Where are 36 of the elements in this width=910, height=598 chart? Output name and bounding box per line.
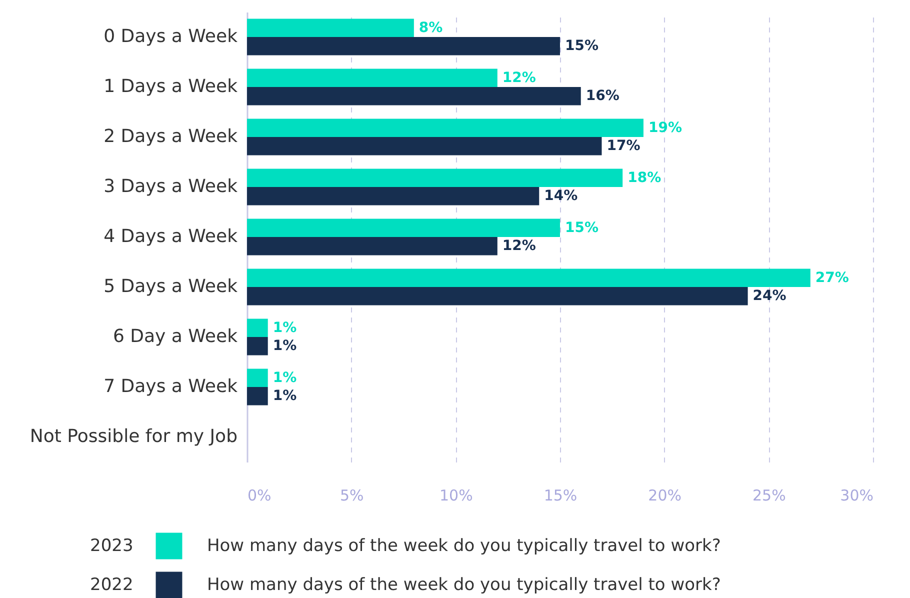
x-tick-label: 25% — [752, 486, 786, 504]
x-tick-label: 20% — [648, 486, 682, 504]
data-label: 1% — [272, 370, 297, 386]
x-tick-label: 10% — [439, 486, 473, 504]
data-label: 15% — [565, 220, 599, 236]
data-label: 15% — [565, 38, 599, 54]
legend-label: 2023 — [90, 536, 134, 556]
x-tick-label: 15% — [544, 486, 578, 504]
text: How many days of the week do you typically travel to work? — [207, 536, 721, 556]
data-label: 1% — [272, 338, 297, 354]
data-label: 1% — [272, 320, 297, 336]
data-label: 24% — [752, 288, 786, 304]
data-label: 16% — [586, 88, 620, 104]
y-tick-label: 1 Days a Week — [104, 76, 238, 97]
y-tick-label: 5 Days a Week — [104, 276, 238, 297]
data-label: 18% — [628, 170, 662, 186]
data-label: 12% — [502, 238, 536, 254]
data-label: 27% — [815, 270, 849, 286]
x-tick-label: 5% — [340, 486, 364, 504]
y-tick-label: 6 Day a Week — [112, 326, 238, 347]
y-tick-label: 2 Days a Week — [104, 126, 238, 147]
data-label: 14% — [544, 188, 578, 204]
data-label: 8% — [418, 20, 443, 36]
x-tick-label: 30% — [840, 486, 874, 504]
data-label: 1% — [272, 388, 297, 404]
data-label: 12% — [502, 70, 536, 86]
legend-label: 2022 — [90, 575, 134, 595]
text: How many days of the week do you typically travel to work? — [207, 575, 721, 595]
y-tick-label: 4 Days a Week — [104, 226, 238, 247]
y-tick-label: 0 Days a Week — [104, 26, 238, 47]
y-tick-label: Not Possible for my Job — [30, 426, 238, 447]
y-tick-label: 3 Days a Week — [104, 176, 238, 197]
x-tick-label: 0% — [248, 486, 272, 504]
data-label: 19% — [648, 120, 682, 136]
y-tick-label: 7 Days a Week — [104, 376, 238, 397]
data-label: 17% — [606, 138, 640, 154]
